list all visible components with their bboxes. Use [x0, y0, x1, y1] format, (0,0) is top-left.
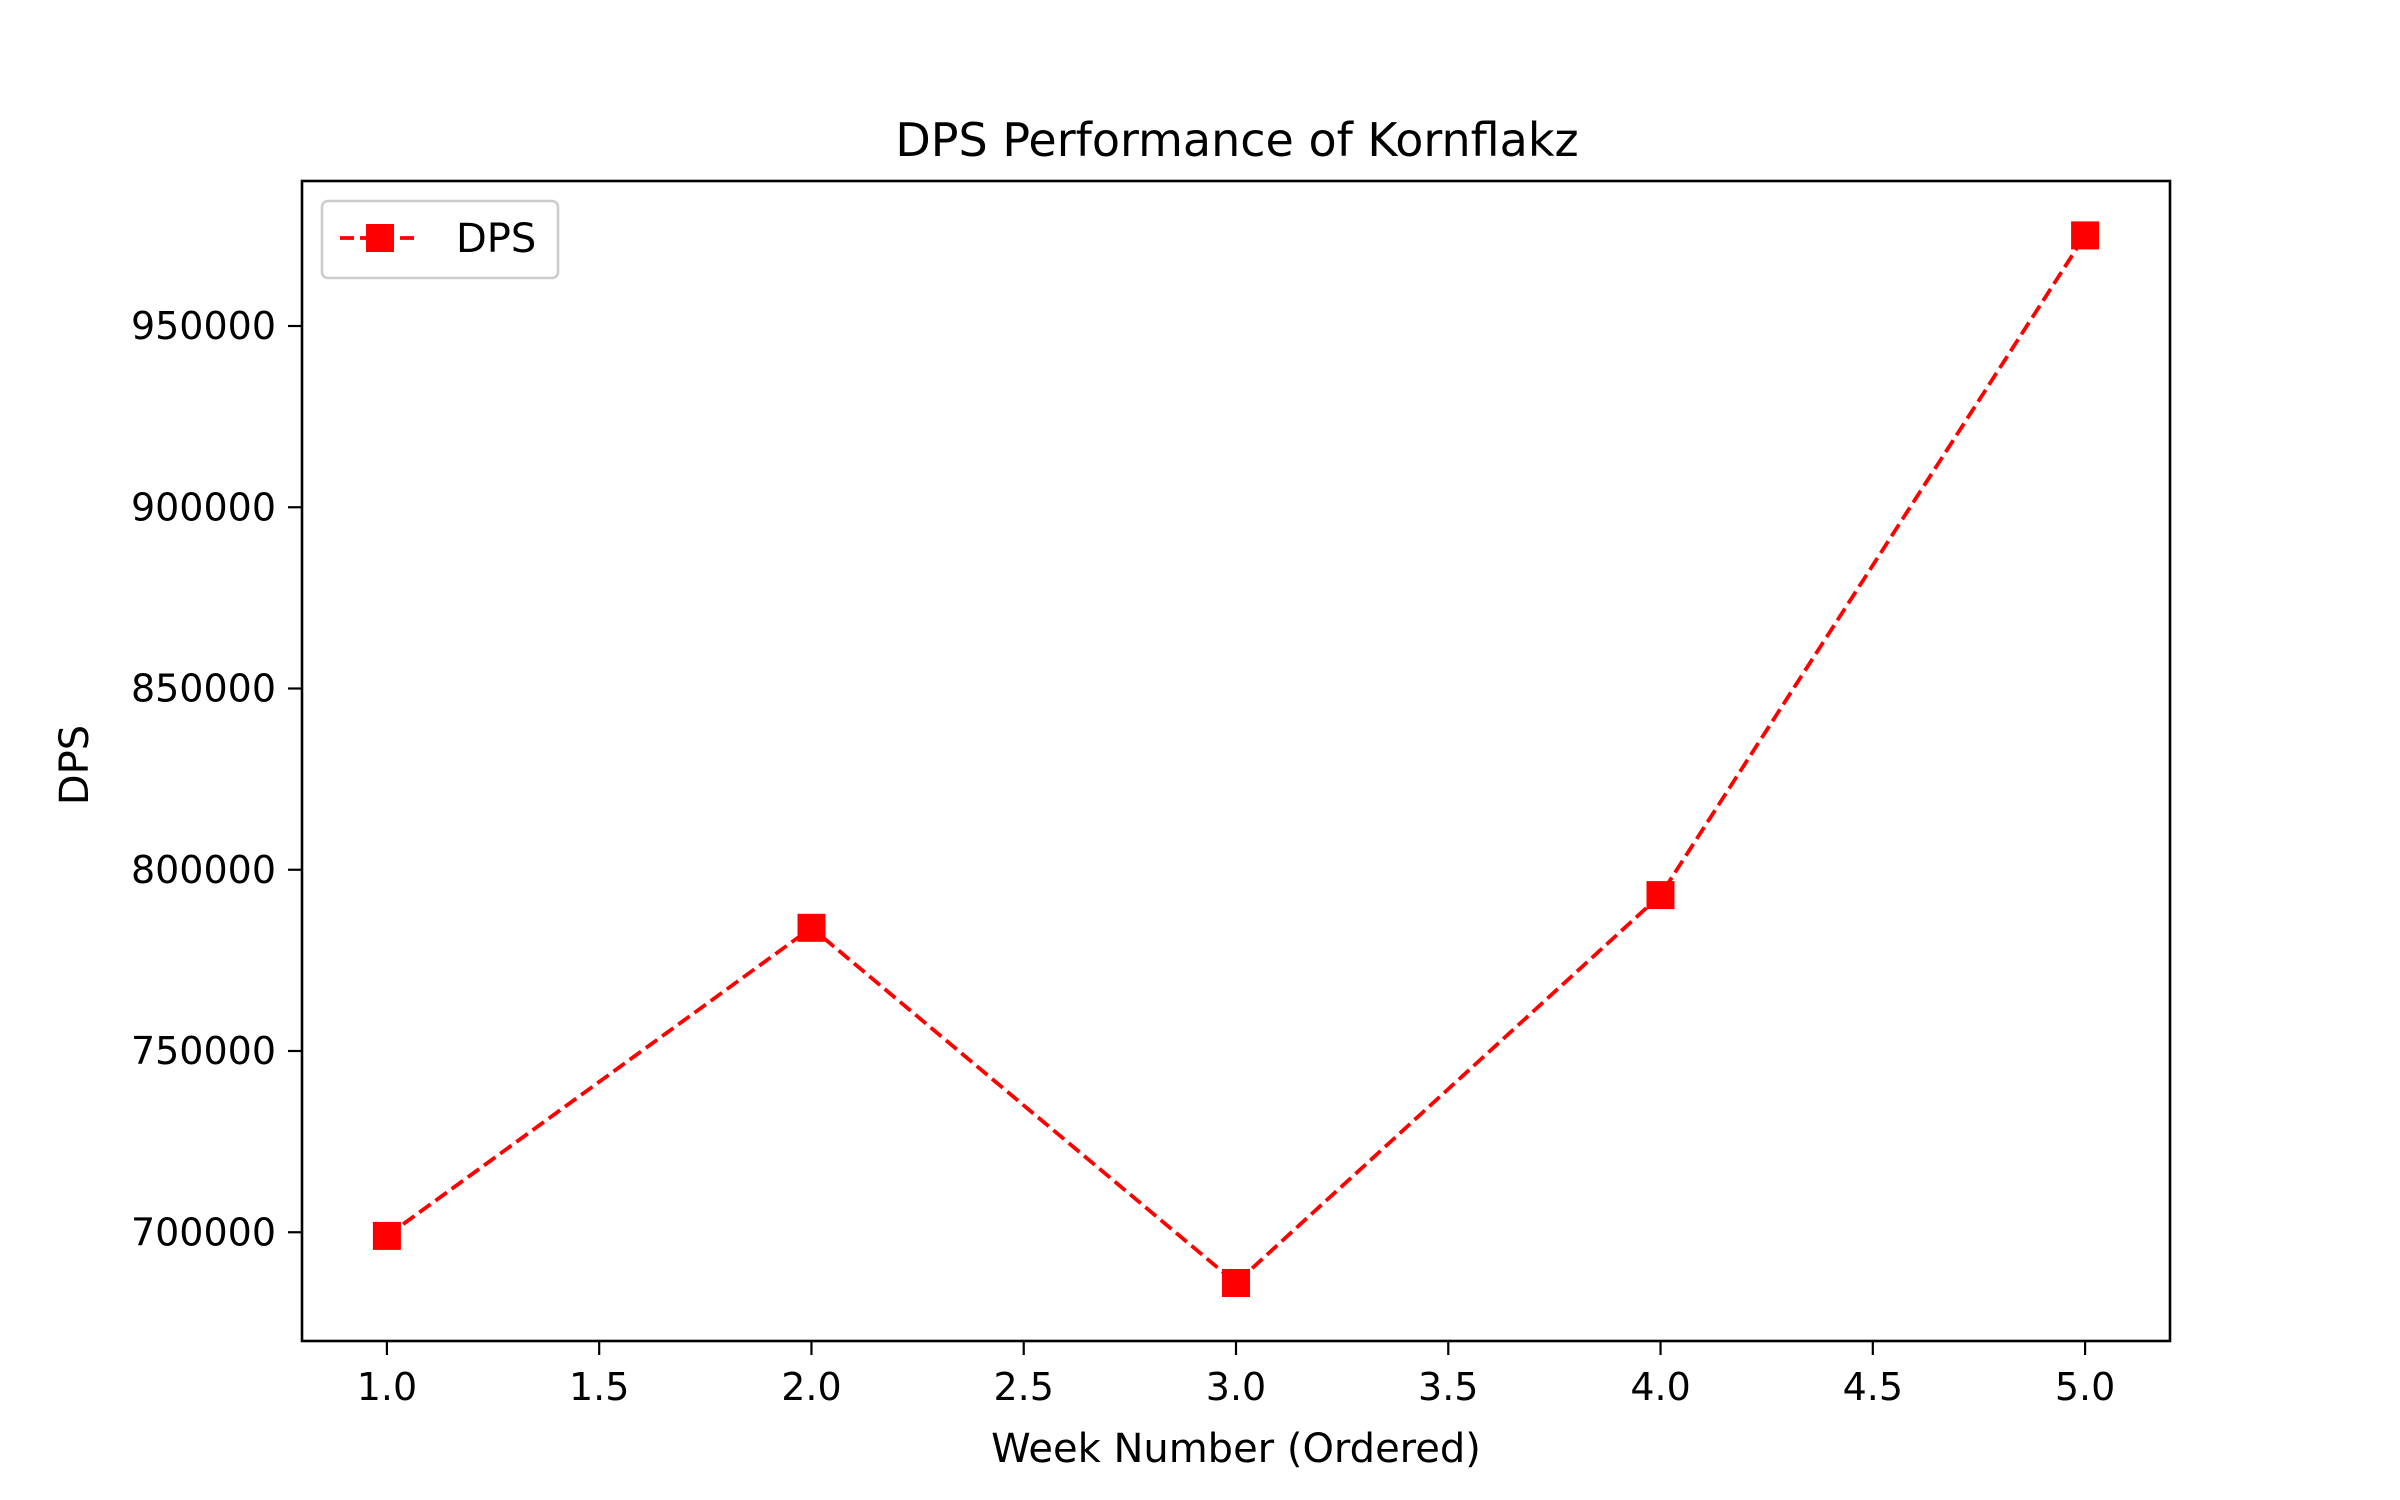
x-tick-label: 3.0 [1206, 1365, 1266, 1409]
data-point-marker-week-5 [2071, 221, 2100, 250]
chart-title: DPS Performance of Kornflakz [895, 113, 1578, 167]
plot-area: 1.0 1.5 2.0 2.5 3.0 3.5 4.0 4.5 5.0 700000 750000… [131, 179, 2172, 1409]
data-point-marker-week-2 [797, 913, 826, 942]
y-tick-label: 750000 [131, 1029, 276, 1073]
x-tick-label: 4.5 [1843, 1365, 1903, 1409]
x-tick-label: 5.0 [2055, 1365, 2115, 1409]
data-point-marker-week-1 [372, 1221, 401, 1250]
legend-frame [320, 199, 560, 280]
legend-square-marker [366, 224, 394, 252]
x-tick-label: 1.5 [569, 1365, 629, 1409]
series-line-dps [385, 234, 2087, 1285]
legend-label: DPS [456, 216, 536, 262]
y-tick-label: 850000 [131, 667, 276, 711]
x-tick-label: 4.0 [1630, 1365, 1690, 1409]
legend: DPS [320, 199, 560, 280]
y-tick-label: 800000 [131, 848, 276, 892]
x-tick-label: 2.5 [994, 1365, 1054, 1409]
data-point-marker-week-3 [1222, 1269, 1250, 1297]
series-layer [372, 221, 2100, 1297]
x-tick-label: 1.0 [357, 1365, 417, 1409]
x-tick-label: 2.0 [781, 1365, 841, 1409]
x-tick-label: 3.5 [1418, 1365, 1478, 1409]
y-axis: 700000 750000 800000 850000 900000 950000 [131, 304, 302, 1254]
y-tick-label: 950000 [131, 304, 276, 348]
y-axis-label: DPS [52, 725, 98, 805]
data-point-marker-week-4 [1646, 881, 1675, 910]
x-axis: 1.0 1.5 2.0 2.5 3.0 3.5 4.0 4.5 5.0 [357, 1341, 2115, 1409]
y-tick-label: 700000 [131, 1210, 276, 1254]
y-tick-label: 900000 [131, 485, 276, 529]
x-axis-label: Week Number (Ordered) [991, 1426, 1481, 1472]
